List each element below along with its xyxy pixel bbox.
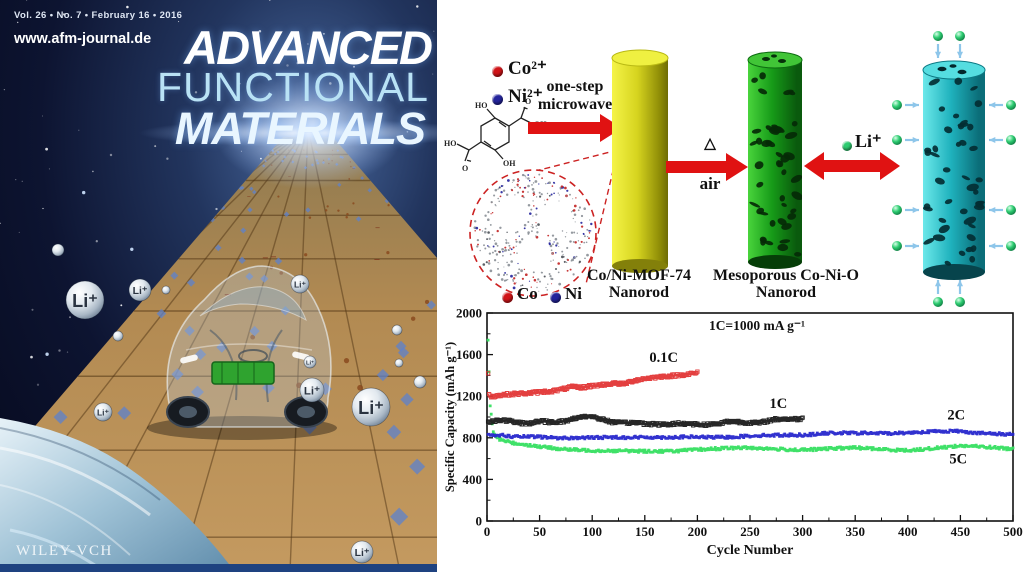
co-atom-label: Co [517,284,538,303]
svg-text:HO: HO [444,139,456,148]
svg-text:400: 400 [898,524,918,539]
masthead-line3: MATERIALS [174,103,426,154]
svg-text:500: 500 [1003,524,1023,539]
product1-label: Co/Ni-MOF-74 Nanorod [587,267,691,301]
svg-text:HO: HO [475,101,487,110]
journal-url: www.afm-journal.de [14,31,152,47]
co-atom-dot [502,292,513,303]
journal-cover: Li⁺ Li⁺ Li⁺ Li⁺ Li⁺ Li⁺ Li⁺ Li⁺ Vol. 26 • No. 7… [0,0,437,572]
svg-text:250: 250 [740,524,760,539]
svg-text:Li⁺: Li⁺ [72,291,98,311]
svg-text:1600: 1600 [456,347,482,362]
svg-text:Li⁺: Li⁺ [306,359,314,366]
svg-text:Li⁺: Li⁺ [97,407,110,417]
microwave-arrow [528,114,622,142]
ni-atom-label: Ni [565,284,582,303]
teal-nanorod [892,31,1016,307]
svg-text:Cycle Number: Cycle Number [707,543,794,558]
svg-text:OH: OH [503,159,516,168]
svg-text:350: 350 [845,524,865,539]
svg-text:1200: 1200 [456,389,482,404]
synthesis-scheme: HO O OH HO O OH [444,31,1016,307]
svg-text:150: 150 [635,524,655,539]
svg-text:Li⁺: Li⁺ [355,548,370,559]
svg-text:100: 100 [582,524,602,539]
svg-text:0: 0 [476,514,483,529]
heat-symbol: △ [704,136,716,152]
svg-text:50: 50 [533,524,546,539]
svg-text:O: O [462,164,468,173]
cover-footer-bar [0,564,437,572]
green-nanorod [747,51,803,269]
ni-atom-dot [550,292,561,303]
issue-info: Vol. 26 • No. 7 • February 16 • 2016 [14,10,183,21]
lens-flare [139,119,437,147]
svg-text:Li⁺: Li⁺ [304,386,320,398]
lithiation-arrow [804,152,900,180]
lithium-ion-spheres: Li⁺ Li⁺ Li⁺ Li⁺ Li⁺ Li⁺ Li⁺ Li⁺ [51,243,427,564]
li-ion-dot [842,141,852,151]
svg-text:Li⁺: Li⁺ [133,286,148,297]
svg-text:450: 450 [951,524,971,539]
svg-text:1C=1000 mA g⁻¹: 1C=1000 mA g⁻¹ [709,318,805,333]
svg-text:0.1C: 0.1C [649,350,678,366]
li-step-label: Li⁺ [855,131,882,151]
svg-text:Li⁺: Li⁺ [294,279,307,289]
ni-ion-label: Ni²⁺ [508,86,543,107]
cycling-performance-chart: 0 50 100 150 200 250 300 350 400 450 500 0 400 800 120… [443,306,1023,559]
product2-label: Mesoporous Co-Ni-O Nanorod [713,267,859,301]
masthead-line2: FUNCTIONAL [157,64,429,110]
svg-text:O: O [525,97,531,106]
cover-art: Li⁺ Li⁺ Li⁺ Li⁺ Li⁺ Li⁺ Li⁺ Li⁺ [0,0,437,572]
masthead-line1: ADVANCED [184,21,433,74]
svg-text:2C: 2C [947,408,965,424]
svg-text:5C: 5C [949,451,967,467]
air-arrow [666,153,748,181]
graphical-abstract: HO O OH HO O OH [437,0,1024,572]
battery-pack [211,361,275,385]
svg-text:2000: 2000 [456,306,482,321]
svg-text:Li⁺: Li⁺ [358,398,384,418]
co-ion-label: Co²⁺ [508,58,547,79]
ni-ion-dot [492,94,503,105]
co-ion-dot [492,66,503,77]
svg-text:800: 800 [463,430,483,445]
svg-text:0: 0 [484,524,491,539]
publisher-logo: WILEY-VCH [16,543,113,559]
air-label: air [699,174,721,193]
svg-text:200: 200 [688,524,708,539]
svg-text:300: 300 [793,524,813,539]
svg-text:400: 400 [463,472,483,487]
microwave-label: one-step microwave [537,78,613,113]
concept-car [147,265,337,440]
yellow-nanorod [611,49,669,273]
svg-text:Specific Capacity (mAh g⁻¹): Specific Capacity (mAh g⁻¹) [443,342,457,492]
svg-text:1C: 1C [770,396,788,412]
